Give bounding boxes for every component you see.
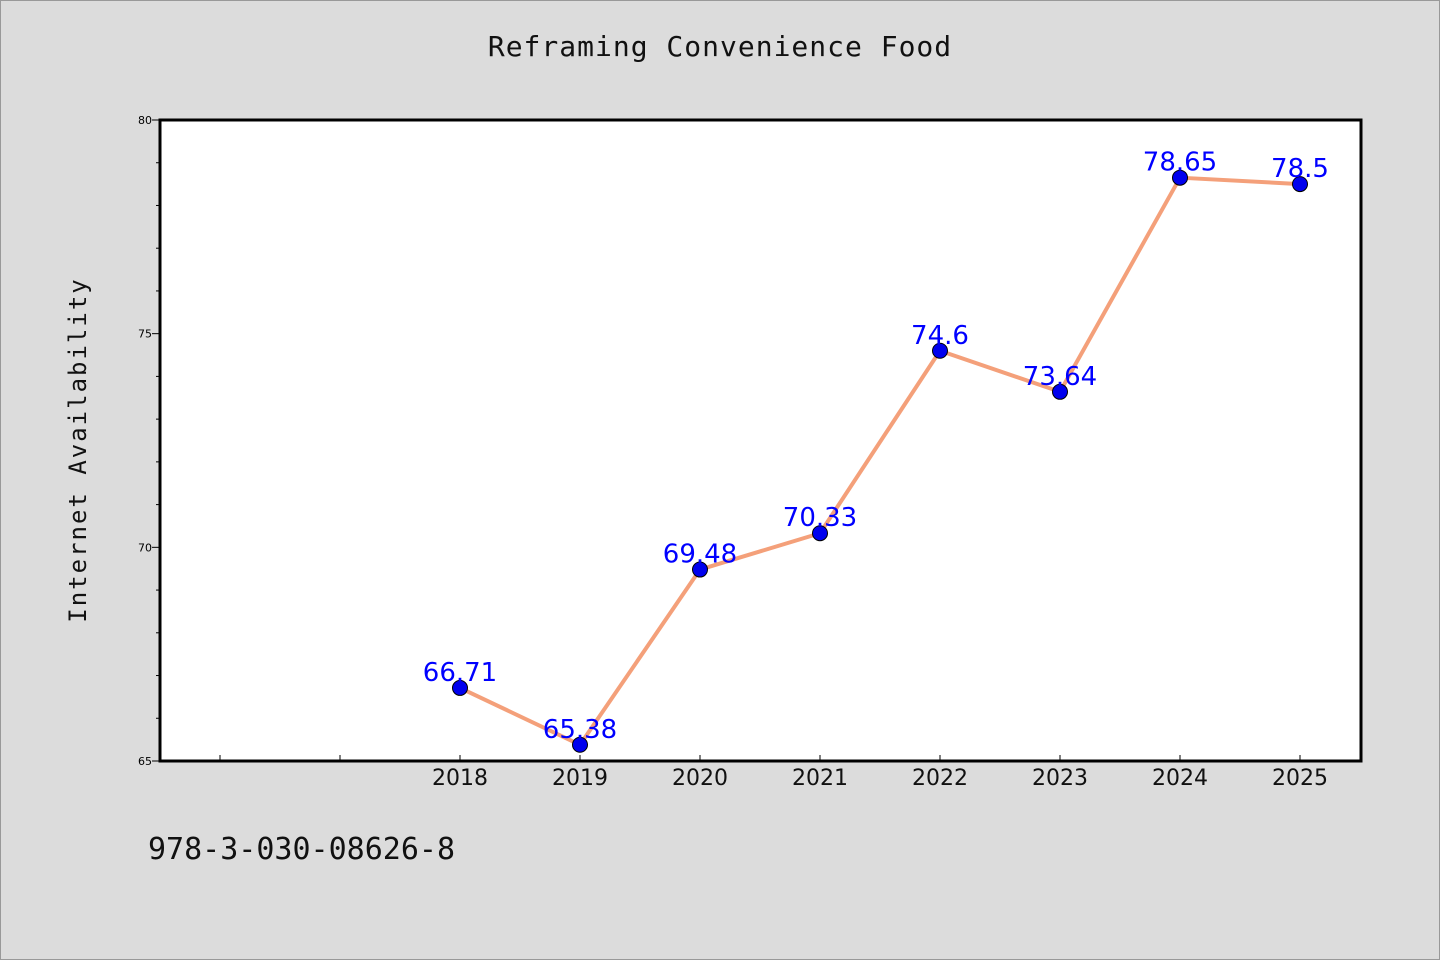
- data-label: 70.33: [783, 503, 857, 533]
- data-label-group: 66.71 65.38 69.48 70.33 74.6 73.64 78.65 78.5: [423, 148, 1329, 745]
- data-label: 65.38: [543, 715, 617, 745]
- x-axis-ticks: 2018 2019 2020 2021 2022 2023 2024 2025: [219, 755, 1328, 791]
- series-line: [459, 175, 1301, 747]
- x-tick-label: 2022: [912, 766, 968, 791]
- series-point-group: [452, 169, 1308, 753]
- data-point: [572, 736, 588, 753]
- data-label: 78.65: [1143, 148, 1217, 178]
- data-label: 73.64: [1023, 362, 1097, 392]
- y-tick-label: 75: [138, 328, 152, 341]
- data-label: 74.6: [911, 321, 969, 351]
- data-point: [932, 342, 948, 359]
- x-tick-label: 2019: [552, 766, 608, 791]
- y-tick-label: 70: [138, 541, 152, 554]
- data-point: [452, 679, 468, 696]
- data-point: [1172, 169, 1188, 186]
- series-line-group: [459, 175, 1301, 747]
- plot-area: [158, 118, 1363, 763]
- data-point: [1292, 176, 1308, 193]
- data-label: 78.5: [1271, 154, 1329, 184]
- x-tick-label: 2023: [1032, 766, 1088, 791]
- x-tick-label: 2020: [672, 766, 728, 791]
- data-point: [1052, 383, 1068, 400]
- data-point: [812, 525, 828, 542]
- y-axis-ticks: 65 70 75 80: [138, 114, 160, 768]
- data-point: [692, 561, 708, 578]
- x-tick-label: 2021: [792, 766, 848, 791]
- y-tick-label: 65: [138, 755, 152, 768]
- x-tick-label: 2018: [432, 766, 488, 791]
- x-tick-label: 2025: [1272, 766, 1328, 791]
- isbn-code: 978-3-030-08626-8: [148, 832, 456, 867]
- y-tick-label: 80: [138, 114, 152, 127]
- data-label: 66.71: [423, 658, 497, 688]
- chart-title: Reframing Convenience Food: [487, 30, 953, 63]
- x-tick-label: 2024: [1152, 766, 1208, 791]
- data-label: 69.48: [663, 540, 737, 570]
